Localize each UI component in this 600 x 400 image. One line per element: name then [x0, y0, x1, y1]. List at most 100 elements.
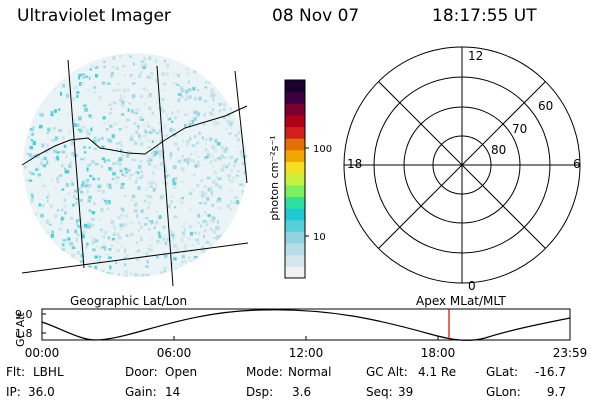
uv-speckle [187, 237, 191, 241]
uv-speckle [187, 80, 190, 84]
info-seq-value: 39 [398, 385, 413, 399]
uv-speckle [85, 178, 89, 182]
uv-speckle [233, 201, 237, 205]
uv-speckle [99, 234, 103, 238]
uv-speckle [37, 173, 41, 177]
uv-speckle [204, 148, 208, 151]
colorbar-cell [285, 161, 305, 174]
uv-speckle [46, 144, 49, 148]
info-glon-label: GLon: [486, 385, 521, 399]
uv-speckle [226, 204, 231, 208]
uv-speckle [179, 198, 182, 202]
uv-speckle [212, 181, 215, 184]
uv-speckle [172, 235, 175, 239]
uv-speckle [195, 151, 198, 154]
uv-speckle [176, 83, 180, 86]
uv-speckle [146, 155, 150, 160]
uv-speckle [235, 200, 240, 205]
uv-speckle [141, 86, 145, 90]
uv-speckle [140, 170, 143, 174]
uv-speckle [78, 74, 82, 77]
uv-speckle [144, 88, 149, 92]
uv-speckle [139, 262, 143, 265]
uv-speckle [212, 164, 216, 168]
uv-speckle [148, 180, 151, 185]
uv-speckle [86, 132, 91, 136]
orbit-y-ticks [42, 313, 46, 334]
info-flt-label: Flt: [6, 365, 25, 379]
uv-speckle [28, 170, 31, 174]
uv-speckle [111, 134, 115, 139]
uv-speckle [60, 164, 64, 168]
uv-speckle [206, 176, 211, 180]
info-mode-value: Normal [288, 365, 331, 379]
uv-speckle [91, 211, 96, 215]
uv-speckle [83, 230, 87, 234]
uv-speckle [118, 236, 122, 240]
uv-speckle [160, 271, 164, 275]
uv-speckle [154, 151, 158, 155]
uv-speckle [198, 202, 203, 205]
uv-speckle [235, 174, 239, 177]
uv-speckle [128, 176, 132, 180]
uv-speckle [56, 151, 60, 154]
uv-speckle [204, 210, 207, 214]
uv-speckle [54, 186, 57, 190]
uv-speckle [197, 221, 200, 224]
uv-speckle [101, 81, 106, 85]
uv-speckle [151, 171, 155, 175]
uv-speckle [188, 88, 192, 92]
uv-speckle [188, 120, 193, 124]
uv-speckle [119, 141, 122, 144]
uv-speckle [71, 182, 74, 186]
polar-lat-70: 70 [512, 122, 527, 136]
uv-speckle [27, 136, 31, 139]
colorbar-cell [285, 138, 305, 151]
uv-speckle [61, 150, 66, 154]
uv-speckle [188, 225, 193, 229]
uv-speckle [92, 238, 97, 242]
uv-speckle [64, 211, 67, 215]
uv-speckle [220, 234, 224, 238]
uv-speckle [110, 74, 113, 78]
uv-speckle [235, 158, 239, 161]
colorbar-cell [285, 196, 305, 209]
uv-speckle [160, 150, 165, 155]
uv-speckle [158, 241, 162, 245]
uv-speckle [142, 66, 146, 69]
uv-speckle [83, 146, 86, 149]
uv-speckle [203, 123, 206, 126]
uv-speckle [87, 265, 92, 269]
uv-speckle [180, 201, 184, 205]
uv-speckle [134, 202, 138, 207]
uv-speckle [99, 228, 103, 231]
uv-speckle [92, 201, 96, 206]
uv-speckle [134, 142, 138, 145]
uv-speckle [115, 176, 120, 179]
uv-speckle [149, 185, 153, 188]
uv-speckle [120, 156, 124, 161]
uv-speckle [232, 176, 236, 179]
uv-speckle [198, 131, 201, 136]
uv-speckle [79, 129, 83, 133]
uv-speckle [167, 105, 170, 108]
polar-plot [343, 46, 581, 284]
uv-speckle [106, 207, 110, 210]
uv-speckle [228, 132, 232, 135]
uv-speckle [183, 221, 187, 225]
uv-speckle [170, 133, 174, 137]
uv-speckle [120, 213, 124, 217]
uv-speckle [116, 249, 120, 253]
info-glat-value: -16.7 [535, 365, 566, 379]
uv-speckle [123, 263, 127, 267]
uv-speckle [86, 242, 89, 246]
uv-speckle [139, 160, 143, 163]
uv-speckle [139, 221, 142, 226]
uv-speckle [102, 242, 106, 246]
uv-speckle [123, 194, 127, 198]
uv-speckle [101, 189, 105, 194]
uv-speckle [137, 186, 141, 190]
uv-speckle [135, 130, 139, 135]
uv-speckle [93, 147, 98, 151]
uv-speckle [101, 157, 106, 160]
